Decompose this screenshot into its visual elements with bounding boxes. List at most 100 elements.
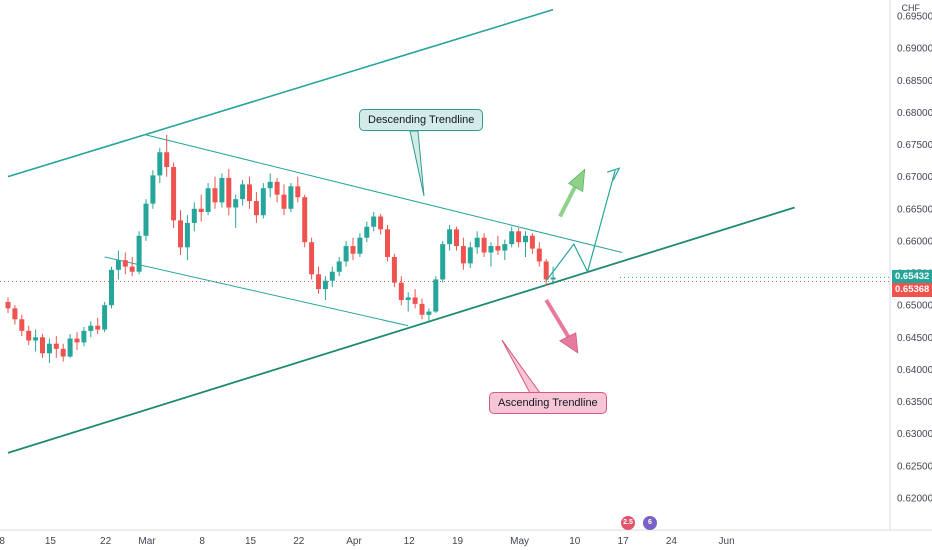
candle-body <box>412 297 418 304</box>
candle-body <box>550 277 556 280</box>
candle-body <box>219 177 225 203</box>
x-tick-label: 22 <box>293 536 305 547</box>
candle-body <box>191 208 197 223</box>
candle-body <box>440 244 446 280</box>
candle-body <box>150 175 156 204</box>
candle-body <box>343 246 349 262</box>
candle-body <box>95 325 101 330</box>
descending-trendline <box>145 134 623 253</box>
candle-body <box>184 222 190 248</box>
candle-body <box>12 308 18 320</box>
event-badge-earnings[interactable]: 2.5 <box>621 516 635 530</box>
y-tick-label: 0.68500 <box>897 76 932 87</box>
x-tick-label: 8 <box>0 536 5 547</box>
candle-body <box>157 152 163 176</box>
candle-body <box>46 343 52 354</box>
y-tick-label: 0.62000 <box>897 493 932 504</box>
candle-body <box>178 220 183 248</box>
y-tick-label: 0.63000 <box>897 429 932 440</box>
candle-body <box>364 226 370 238</box>
descending-callout-pointer <box>409 130 425 197</box>
candle-body <box>543 261 549 280</box>
x-tick-label: 15 <box>45 536 57 547</box>
candle-body <box>33 337 39 341</box>
candle-body <box>260 188 266 216</box>
y-tick-label: 0.65000 <box>897 301 932 312</box>
candle-body <box>454 229 459 247</box>
candle-body <box>502 244 508 251</box>
candle-body <box>419 303 425 315</box>
lower-inner-trendline <box>104 256 409 327</box>
y-tick-label: 0.69000 <box>897 44 932 55</box>
ascending-callout-pointer <box>501 339 541 394</box>
candle-body <box>122 260 128 267</box>
candle-body <box>433 279 439 312</box>
candle-body <box>274 181 280 195</box>
y-tick-label: 0.64500 <box>897 333 932 344</box>
candle-body <box>247 184 252 202</box>
candle-body <box>516 231 522 243</box>
candle-body <box>205 188 211 212</box>
y-tick-label: 0.64000 <box>897 365 932 376</box>
candle-body <box>378 216 384 230</box>
candle-body <box>302 197 308 243</box>
candle-body <box>171 167 177 221</box>
candle-body <box>143 203 149 236</box>
candle-body <box>240 184 246 200</box>
candle-body <box>357 237 363 254</box>
candle-body <box>53 343 59 349</box>
x-tick-label: Mar <box>138 536 156 547</box>
current-price-tag: 0.65432 <box>892 270 932 284</box>
candle-body <box>398 282 404 301</box>
candle-body <box>426 311 432 315</box>
candle-body <box>67 338 73 357</box>
currency-label: CHF <box>901 3 921 13</box>
candle-body <box>474 237 480 248</box>
y-tick-label: 0.67500 <box>897 140 932 151</box>
previous-price-tag: 0.65368 <box>892 283 932 297</box>
candle-body <box>385 229 390 257</box>
candle-body <box>529 235 535 249</box>
y-tick-label: 0.69500 <box>897 12 932 23</box>
candle-body <box>164 152 170 168</box>
x-tick-label: 24 <box>666 536 678 547</box>
bullish-arrowhead <box>568 168 586 193</box>
x-tick-label: 8 <box>199 536 205 547</box>
candle-body <box>81 330 87 343</box>
candle-body <box>60 348 66 357</box>
descending-trendline-callout: Descending Trendline <box>359 109 484 131</box>
y-tick-label: 0.62500 <box>897 461 932 472</box>
candle-body <box>40 337 45 354</box>
candle-body <box>19 319 25 331</box>
x-tick-label: 12 <box>404 536 416 547</box>
candle-body <box>309 242 315 275</box>
candle-body <box>26 330 32 341</box>
event-badge-dividend[interactable]: 6 <box>643 516 657 530</box>
ascending-trendline-callout: Ascending Trendline <box>489 392 607 414</box>
y-tick-label: 0.66500 <box>897 204 932 215</box>
candle-body <box>74 338 80 343</box>
candle-body <box>329 271 335 281</box>
candle-body <box>129 266 135 272</box>
candle-body <box>322 280 328 290</box>
projected-path <box>545 170 616 282</box>
candle-body <box>447 229 453 245</box>
candle-body <box>136 235 142 272</box>
x-tick-label: Apr <box>346 536 362 547</box>
candle-body <box>88 325 94 331</box>
candle-body <box>467 247 473 264</box>
candle-body <box>115 260 121 270</box>
candle-body <box>481 237 487 253</box>
candle-body <box>316 274 321 290</box>
candle-body <box>336 261 342 272</box>
candle-body <box>198 208 204 212</box>
y-tick-label: 0.66000 <box>897 236 932 247</box>
x-tick-label: 19 <box>452 536 464 547</box>
candle-body <box>233 199 239 208</box>
candle-body <box>536 248 542 262</box>
candle-body <box>281 194 287 209</box>
candle-body <box>488 246 494 253</box>
candle-body <box>109 269 114 306</box>
